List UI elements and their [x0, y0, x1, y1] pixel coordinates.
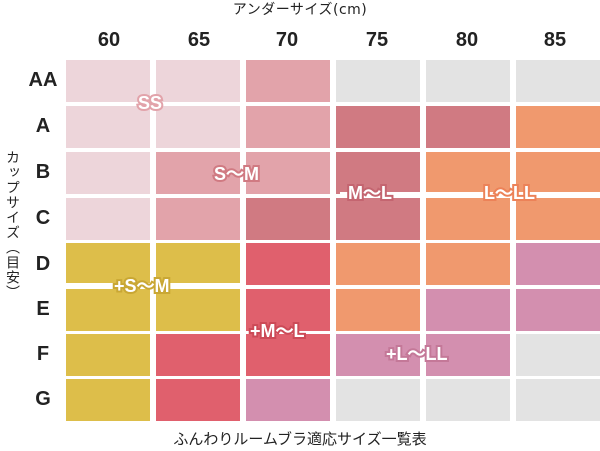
cell-g-70 — [246, 379, 330, 421]
cell-aa-80 — [426, 60, 510, 102]
cup-size-title: カップサイズ（目安） — [4, 150, 20, 300]
cell-a-70 — [246, 106, 330, 148]
row-header-g: G — [35, 388, 51, 410]
cell-g-60 — [66, 379, 150, 421]
cell-b-65 — [156, 152, 240, 194]
cell-b-70 — [246, 152, 330, 194]
range-label-plus-l-ll: +L〜LL — [384, 342, 449, 366]
cell-e-85 — [516, 289, 600, 331]
cell-c-85 — [516, 198, 600, 240]
range-label-m-l: M〜L — [346, 181, 394, 205]
cell-f-60 — [66, 334, 150, 376]
cell-b-80 — [426, 152, 510, 194]
cell-d-85 — [516, 243, 600, 285]
column-header-60: 60 — [97, 29, 121, 51]
cell-g-75 — [336, 379, 420, 421]
column-header-65: 65 — [187, 29, 211, 51]
cell-f-75 — [336, 334, 420, 376]
row-header-b: B — [35, 161, 51, 183]
cell-aa-65 — [156, 60, 240, 102]
cell-aa-60 — [66, 60, 150, 102]
column-header-70: 70 — [275, 29, 299, 51]
label-band-divider — [340, 192, 600, 195]
cell-g-80 — [426, 379, 510, 421]
cell-b-75 — [336, 152, 420, 194]
column-header-75: 75 — [365, 29, 389, 51]
cell-d-80 — [426, 243, 510, 285]
cell-d-70 — [246, 243, 330, 285]
cell-c-80 — [426, 198, 510, 240]
range-label-plus-s-m: +S〜M — [112, 274, 171, 298]
cell-e-65 — [156, 289, 240, 331]
row-header-aa: AA — [28, 69, 58, 91]
cell-f-65 — [156, 334, 240, 376]
range-label-s-m: S〜M — [212, 162, 261, 186]
under-size-title: アンダーサイズ(cm) — [232, 2, 368, 18]
cell-a-85 — [516, 106, 600, 148]
row-header-f: F — [36, 343, 50, 365]
cell-e-60 — [66, 289, 150, 331]
cell-f-85 — [516, 334, 600, 376]
cell-e-80 — [426, 289, 510, 331]
cell-aa-70 — [246, 60, 330, 102]
cell-a-75 — [336, 106, 420, 148]
row-header-c: C — [35, 207, 51, 229]
cell-d-75 — [336, 243, 420, 285]
cell-d-60 — [66, 243, 150, 285]
range-label-l-ll: L〜LL — [482, 181, 537, 205]
cell-f-80 — [426, 334, 510, 376]
cell-aa-75 — [336, 60, 420, 102]
cell-g-65 — [156, 379, 240, 421]
cell-e-70 — [246, 289, 330, 331]
cell-aa-85 — [516, 60, 600, 102]
label-band-divider — [66, 283, 240, 286]
row-header-a: A — [35, 115, 51, 137]
cell-c-60 — [66, 198, 150, 240]
cell-c-65 — [156, 198, 240, 240]
cell-e-75 — [336, 289, 420, 331]
range-label-plus-m-l: +M〜L — [248, 319, 306, 343]
cell-g-85 — [516, 379, 600, 421]
range-label-ss: SS — [136, 91, 164, 115]
column-header-85: 85 — [543, 29, 567, 51]
cell-b-60 — [66, 152, 150, 194]
row-header-d: D — [35, 253, 51, 275]
chart-footer-title: ふんわりルームブラ適応サイズ一覧表 — [173, 430, 427, 448]
cell-b-85 — [516, 152, 600, 194]
column-header-80: 80 — [455, 29, 479, 51]
row-header-e: E — [36, 298, 50, 320]
cell-c-75 — [336, 198, 420, 240]
cell-d-65 — [156, 243, 240, 285]
cell-f-70 — [246, 334, 330, 376]
cell-a-65 — [156, 106, 240, 148]
cell-c-70 — [246, 198, 330, 240]
cell-a-80 — [426, 106, 510, 148]
cell-a-60 — [66, 106, 150, 148]
